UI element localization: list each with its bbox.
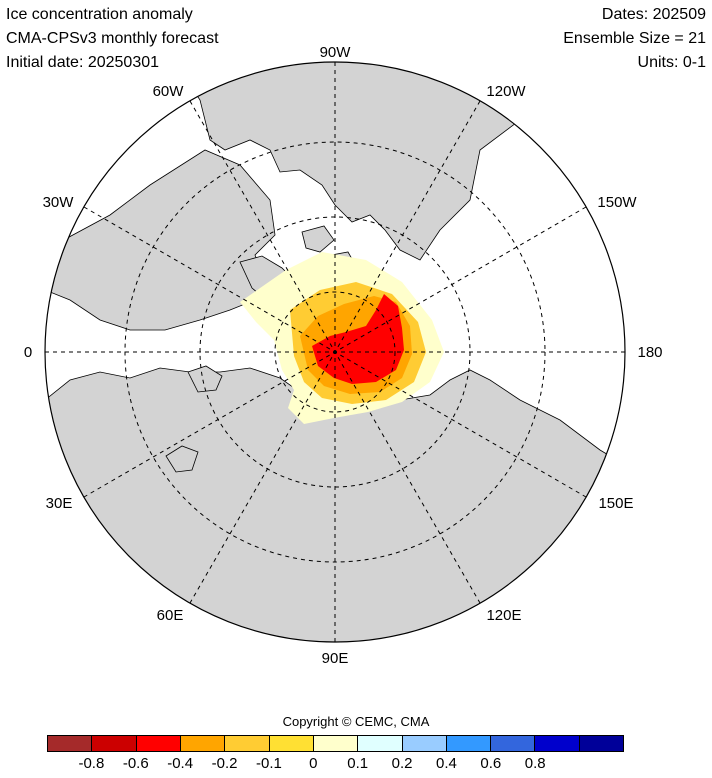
colorbar-box <box>313 736 359 751</box>
lon-label-120e: 120E <box>486 607 521 624</box>
graticule <box>45 62 625 642</box>
colorbar-tick-label: -0.4 <box>167 755 194 772</box>
colorbar-tick-label: 0.6 <box>480 755 502 772</box>
colorbar-tick-label: -0.2 <box>211 755 238 772</box>
lon-label-90w: 90W <box>320 44 352 61</box>
colorbar-box <box>180 736 226 751</box>
colorbar-tick-label: 0.1 <box>347 755 369 772</box>
model-name: CMA-CPSv3 monthly forecast <box>6 30 219 47</box>
polar-map: 90W 60W 120W 30W 150W 0 180 30E 150E 60E… <box>24 44 663 667</box>
lon-label-180: 180 <box>637 344 662 361</box>
copyright: Copyright © CEMC, CMA <box>282 714 430 729</box>
colorbar-tick-label: -0.8 <box>78 755 105 772</box>
colorbar-box <box>48 736 93 751</box>
lon-label-150e: 150E <box>598 495 633 512</box>
colorbar-tick-label: 0.2 <box>391 755 413 772</box>
meridian-150w-30e <box>83 206 587 498</box>
forecast-dates: Dates: 202509 <box>601 6 706 23</box>
units-label: Units: 0-1 <box>637 54 706 71</box>
land-svalbard <box>187 365 223 393</box>
lon-label-120w: 120W <box>486 83 526 100</box>
land-novaya-zemlya <box>165 445 199 473</box>
lon-label-0: 0 <box>24 344 32 361</box>
colorbar-box <box>446 736 492 751</box>
colorbar-tick-label: -0.1 <box>255 755 282 772</box>
lon-label-150w: 150W <box>597 194 637 211</box>
lon-label-30w: 30W <box>43 194 75 211</box>
colorbar-box <box>136 736 181 751</box>
colorbar-box <box>535 736 580 751</box>
lon-label-90e: 90E <box>322 650 349 667</box>
latitude-circle-inner <box>274 291 396 413</box>
land-north-america <box>174 62 521 261</box>
ensemble-size: Ensemble Size = 21 <box>563 30 706 47</box>
ice-anomaly-field <box>240 252 444 424</box>
colorbar-tick-label: 0.8 <box>524 755 546 772</box>
colorbar-tick-label: 0.4 <box>436 755 457 772</box>
colorbar-tick-label: -0.6 <box>122 755 149 772</box>
initial-date: Initial date: 20250301 <box>6 54 160 71</box>
colorbar <box>47 735 624 752</box>
colorbar-box <box>402 736 447 751</box>
colorbar-tick-label: 0 <box>309 755 318 772</box>
lon-label-60e: 60E <box>157 607 184 624</box>
lon-label-30e: 30E <box>46 495 73 512</box>
lon-label-60w: 60W <box>153 83 185 100</box>
colorbar-box <box>269 736 314 751</box>
colorbar-box <box>358 736 403 751</box>
map-title: Ice concentration anomaly <box>6 6 193 23</box>
colorbar-box <box>92 736 137 751</box>
map-boundary <box>44 61 626 643</box>
colorbar-box <box>491 736 536 751</box>
colorbar-box <box>579 736 624 751</box>
colorbar-box <box>225 736 270 751</box>
